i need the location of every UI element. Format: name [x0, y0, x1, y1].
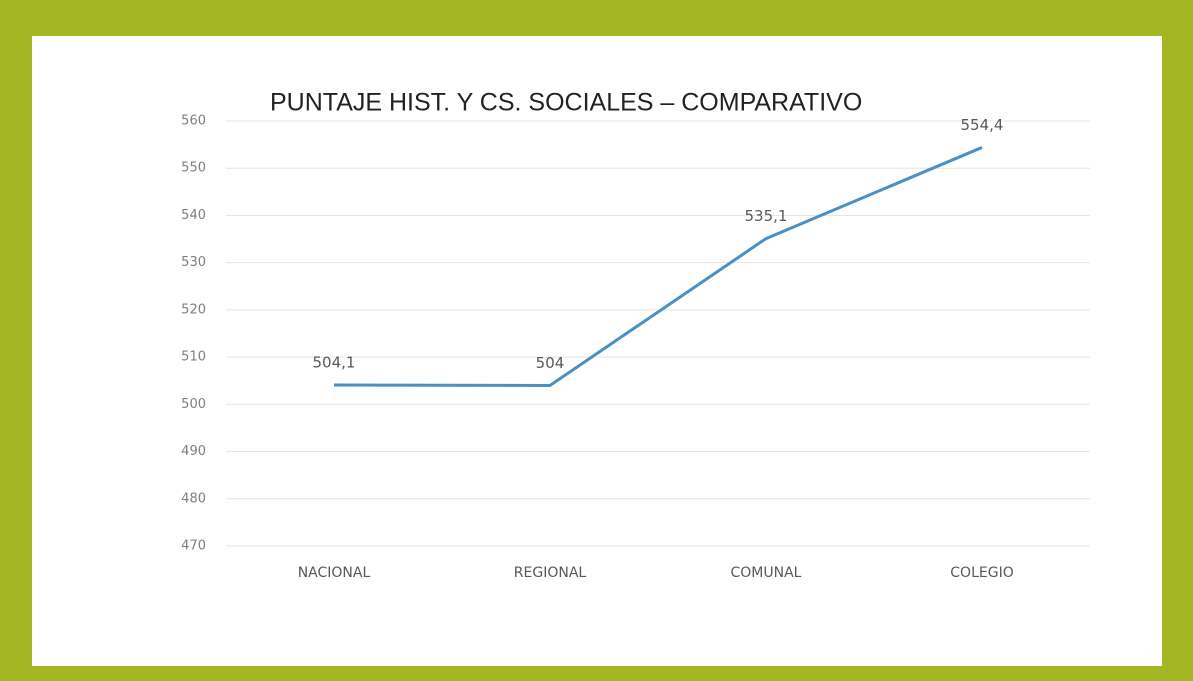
y-tick-label: 500 [181, 397, 206, 412]
y-tick-label: 540 [181, 208, 206, 223]
y-tick-label: 470 [181, 539, 206, 554]
y-tick-label: 550 [181, 161, 206, 176]
x-tick-label: NACIONAL [298, 565, 371, 581]
x-tick-label: COLEGIO [950, 565, 1013, 581]
x-tick-label: REGIONAL [514, 565, 587, 581]
data-label: 554,4 [961, 116, 1004, 134]
y-tick-label: 510 [181, 350, 206, 365]
data-label: 504 [536, 354, 565, 372]
data-label: 535,1 [745, 207, 788, 225]
y-tick-label: 560 [181, 114, 206, 129]
y-tick-label: 490 [181, 444, 206, 459]
chart-title: PUNTAJE HIST. Y CS. SOCIALES – COMPARATI… [270, 89, 862, 117]
y-tick-label: 520 [181, 302, 206, 317]
y-tick-label: 530 [181, 255, 206, 270]
x-tick-label: COMUNAL [731, 565, 802, 581]
data-label: 504,1 [313, 353, 356, 371]
panel [32, 36, 1162, 666]
line [333, 146, 983, 387]
y-tick-label: 480 [181, 491, 206, 506]
